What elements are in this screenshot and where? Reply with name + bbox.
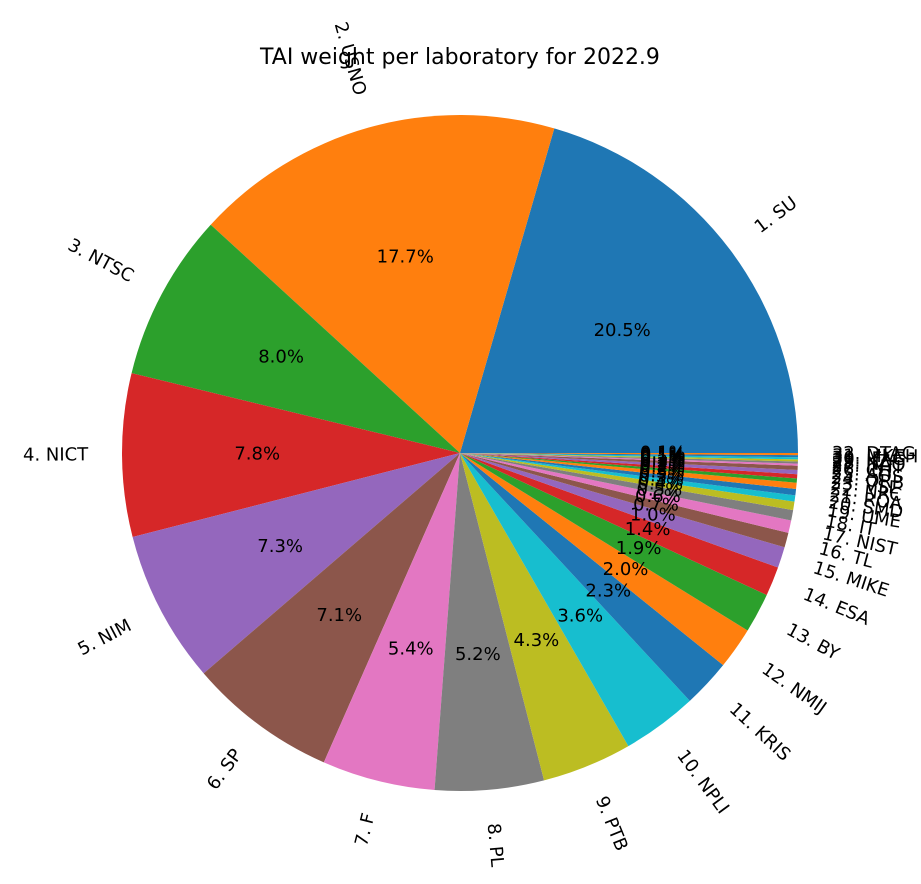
pie-slice [460, 453, 792, 533]
pie-slice [460, 453, 798, 462]
pie-slice [460, 453, 798, 483]
slice-label: 5. NIM [75, 615, 135, 660]
value-label: 0.6% [635, 486, 681, 507]
pie-slice [460, 453, 798, 460]
value-label: 7.8% [234, 443, 280, 464]
value-label: 0.2% [639, 456, 685, 477]
value-label: 7.1% [316, 605, 362, 626]
value-label: 0.4% [637, 474, 683, 495]
pie-slice [323, 453, 460, 791]
slice-label: 29. KZ [831, 450, 890, 472]
pie-slice [460, 453, 798, 458]
slice-label: 6. SP [203, 745, 247, 794]
pie-slice [460, 453, 724, 701]
value-label: 0.2% [639, 459, 685, 480]
chart-title: TAI weight per laboratory for 2022.9 [259, 45, 660, 70]
slice-label: 8. PL [483, 822, 508, 867]
pie-slice [460, 453, 798, 475]
value-label: 0.3% [639, 462, 685, 483]
slice-label: 31. MKEH [832, 446, 919, 468]
pie-slice [460, 453, 794, 521]
slice-label: 13. BY [783, 619, 844, 665]
value-label: 0.1% [640, 449, 686, 470]
value-label: 5.2% [455, 644, 501, 665]
slice-label: 30. IFAG [832, 448, 907, 470]
pie-slice [460, 453, 629, 781]
pie-slice [131, 224, 460, 453]
pie-slice [460, 128, 798, 454]
pie-slice [460, 453, 797, 496]
value-label: 0.3% [639, 466, 685, 487]
pie-slice [434, 453, 545, 791]
pie-slice [460, 453, 785, 568]
slice-label: 7. F [351, 811, 379, 848]
value-label: 3.6% [557, 605, 603, 626]
pie-slice [460, 453, 690, 747]
value-label: 0.1% [640, 448, 686, 469]
value-label: 1.4% [625, 519, 671, 540]
slice-label: 3. NTSC [64, 235, 137, 287]
pie-slice [460, 453, 798, 456]
slice-label: 26. CH [831, 458, 892, 482]
slice-label: 28. NAO [831, 453, 906, 476]
pie-slice [121, 373, 460, 538]
slice-label: 27. INTI [831, 455, 901, 478]
pie-slice [460, 453, 789, 548]
pie-slice [132, 453, 460, 674]
value-label: 0.7% [633, 494, 679, 515]
pie [121, 114, 798, 791]
slice-label: 25. AOS [831, 463, 904, 488]
slice-label: 12. NMIJ [758, 659, 831, 719]
value-label: 4.3% [514, 630, 560, 651]
pie-slice [460, 453, 767, 631]
slice-label: 32. DTAG [832, 443, 916, 464]
value-label: 20.5% [594, 320, 651, 341]
value-label: 0.1% [640, 443, 686, 464]
pie-slice [460, 453, 748, 666]
value-label: 0.3% [638, 469, 684, 490]
pie-slice [460, 453, 779, 595]
pie-slice [460, 453, 798, 479]
value-label: 0.1% [640, 444, 686, 465]
value-label: 2.0% [603, 559, 649, 580]
pie-slice [460, 453, 796, 502]
slice-label: 10. NPLI [672, 746, 733, 818]
value-label: 0.1% [640, 446, 686, 467]
value-label: 7.3% [257, 536, 303, 557]
value-label: 0.5% [636, 479, 682, 500]
pie-slice [460, 453, 795, 511]
value-label: 5.4% [388, 639, 434, 660]
value-label: 0.2% [640, 451, 686, 472]
value-label: 1.0% [630, 505, 676, 526]
slice-label: 24. ORB [830, 468, 905, 494]
value-label: 0.2% [640, 453, 686, 474]
value-label: 2.3% [585, 580, 631, 601]
slice-label: 11. KRIS [725, 699, 794, 766]
value-label: 1.9% [616, 538, 662, 559]
pie-slice [460, 453, 797, 490]
slice-label: 9. PTB [591, 793, 632, 854]
value-label: 0.1% [640, 445, 686, 466]
value-label: 8.0% [258, 347, 304, 368]
pie-slice [203, 453, 460, 763]
value-label: 17.7% [377, 247, 434, 268]
pie-slice [460, 453, 798, 470]
pie-slice [210, 114, 555, 453]
pie-slice [460, 453, 798, 464]
slice-label: 4. NICT [23, 444, 89, 465]
slice-label: 1. SU [751, 192, 802, 237]
pie-slice [460, 453, 798, 466]
